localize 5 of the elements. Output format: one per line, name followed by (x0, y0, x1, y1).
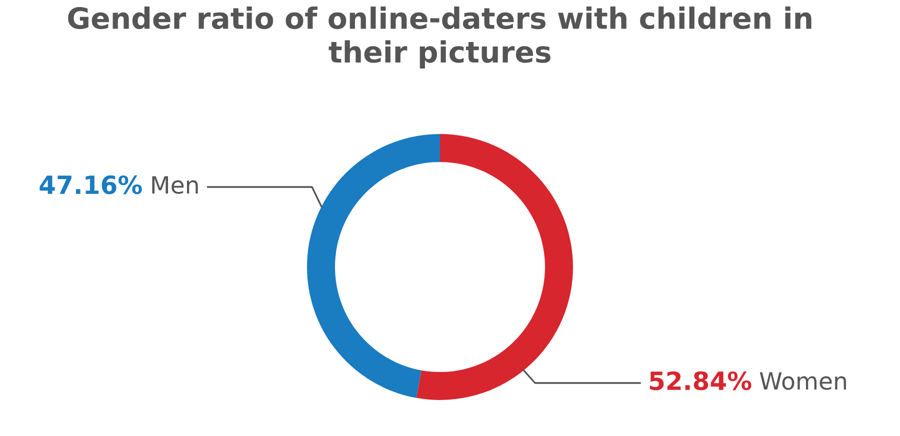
data-label: 52.84% (650, 371, 752, 390)
slice-label: Women (760, 372, 846, 390)
slice-label: Men (152, 176, 198, 194)
chart-title: Gender ratio of online-daters with children in their pictures (68, 6, 812, 69)
data-label: 47.16% (40, 175, 142, 194)
